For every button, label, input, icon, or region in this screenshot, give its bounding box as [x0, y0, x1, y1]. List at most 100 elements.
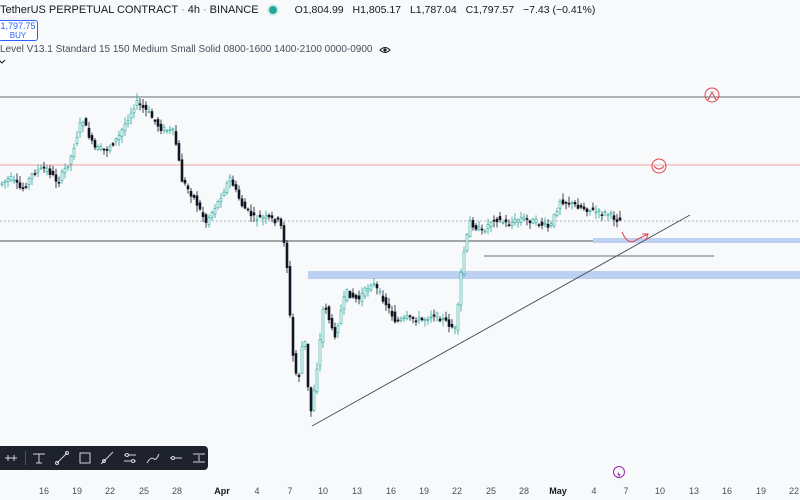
candle-body	[465, 234, 469, 252]
demand-zone-upper[interactable]	[593, 238, 800, 243]
trend-line-icon[interactable]	[52, 448, 71, 468]
candle-body	[318, 339, 322, 367]
collapse-caret-icon[interactable]	[0, 58, 6, 66]
interval-label[interactable]: 4h	[187, 4, 200, 16]
candle-body	[543, 222, 547, 225]
candle-body	[321, 309, 325, 343]
annotation-circle-top[interactable]	[704, 87, 720, 103]
candle-body	[108, 146, 112, 151]
open-value: 1,804.99	[302, 4, 344, 16]
candle-body	[447, 319, 451, 327]
candle-body	[423, 319, 427, 322]
candle-body	[111, 143, 115, 146]
candle-body	[207, 217, 211, 226]
demand-zone-lower[interactable]	[308, 271, 800, 279]
price-chart[interactable]	[0, 0, 800, 480]
indicator-legend[interactable]: Level V13.1 Standard 15 150 Medium Small…	[0, 44, 391, 55]
candle-body	[330, 317, 334, 329]
parallel-channel-icon[interactable]	[121, 448, 140, 468]
time-tick-label: 16	[385, 486, 397, 496]
candle-body	[105, 149, 109, 151]
buy-button[interactable]: 1,797.75 BUY	[0, 20, 38, 41]
candle-body	[399, 318, 403, 321]
candle-body	[489, 222, 493, 228]
candle-body	[300, 346, 304, 374]
price-range-icon[interactable]	[189, 448, 208, 468]
candle-body	[336, 325, 340, 333]
time-tick-label: 22	[788, 486, 800, 496]
candle-body	[345, 289, 349, 301]
cross-line-icon[interactable]	[30, 448, 49, 468]
ray-icon[interactable]	[98, 448, 117, 468]
time-tick-label: 7	[287, 486, 293, 496]
candle-body	[72, 147, 76, 157]
candle-body	[615, 219, 619, 223]
candle-body	[6, 178, 10, 182]
candle-body	[573, 202, 577, 205]
candle-body	[444, 317, 448, 321]
candle-body	[435, 312, 439, 318]
candle-body	[480, 228, 484, 231]
candle-body	[618, 217, 622, 221]
candle-body	[600, 214, 604, 217]
time-tick-label: May	[549, 486, 567, 496]
candle-body	[312, 389, 316, 411]
symbol-name[interactable]: TetherUS PERPETUAL CONTRACT	[0, 4, 179, 16]
candle-body	[528, 220, 532, 224]
candle-body	[102, 148, 106, 151]
candle-body	[603, 211, 607, 214]
candle-body	[612, 215, 616, 220]
time-tick-label: 19	[71, 486, 83, 496]
time-tick-label: 19	[418, 486, 430, 496]
candle-body	[147, 110, 151, 113]
horizontal-ray-icon[interactable]	[166, 448, 185, 468]
candle-body	[93, 140, 97, 148]
candle-body	[126, 120, 130, 125]
chart-header: TetherUS PERPETUAL CONTRACT · 4h · BINAN…	[0, 4, 596, 16]
candle-body	[576, 204, 580, 209]
candle-body	[120, 129, 124, 137]
candle-body	[186, 185, 190, 190]
candle-body	[45, 167, 49, 172]
candle-body	[360, 293, 364, 302]
ascending-trend-line[interactable]	[311, 214, 691, 427]
candle-body	[441, 318, 445, 321]
candle-body	[351, 292, 355, 298]
rectangle-icon[interactable]	[75, 448, 94, 468]
candle-body	[417, 317, 421, 321]
annotation-circle-mid[interactable]	[651, 158, 667, 174]
candle-body	[189, 191, 193, 197]
eye-icon[interactable]	[378, 46, 391, 54]
candle-body	[48, 168, 52, 175]
candle-body	[393, 311, 397, 323]
candle-body	[432, 314, 436, 317]
time-axis[interactable]: 16 19 22 25 28 Apr 4 7 10 13 16 19 22 25 28 May 4 7 10 13 16…	[0, 480, 800, 500]
flash-icon[interactable]	[613, 466, 625, 479]
candle-body	[264, 215, 268, 219]
annotation-arrow[interactable]	[621, 231, 649, 243]
time-tick-label: 22	[104, 486, 116, 496]
candle-body	[39, 167, 43, 170]
candle-body	[156, 119, 160, 127]
time-tick-label: 4	[591, 486, 597, 496]
candle-body	[240, 198, 244, 207]
candle-body	[150, 111, 154, 118]
candlesticks	[0, 93, 622, 417]
drawing-toolbar	[0, 446, 208, 470]
candle-body	[585, 208, 589, 212]
change-value: −7.43 (−0.41%)	[522, 4, 596, 16]
candle-body	[63, 168, 67, 174]
candle-body	[273, 219, 277, 224]
candle-body	[201, 212, 205, 218]
candle-body	[552, 214, 556, 227]
candle-body	[141, 105, 145, 108]
candle-body	[36, 169, 40, 173]
horizontal-line-icon[interactable]	[2, 448, 21, 468]
candle-body	[513, 218, 517, 223]
candle-body	[567, 202, 571, 205]
candle-body	[294, 353, 298, 374]
candle-body	[549, 223, 553, 226]
brush-icon[interactable]	[144, 448, 163, 468]
candle-body	[57, 181, 61, 184]
candle-body	[504, 219, 508, 223]
